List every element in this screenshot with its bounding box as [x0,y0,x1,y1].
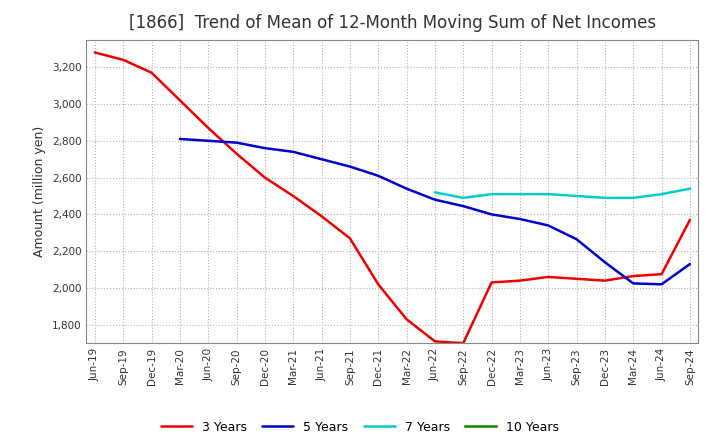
3 Years [459,341,467,346]
5 Years [374,173,382,178]
7 Years [629,195,637,201]
3 Years [289,193,297,198]
3 Years [516,278,524,283]
5 Years [346,164,354,169]
5 Years [318,157,326,162]
3 Years [487,280,496,285]
Title: [1866]  Trend of Mean of 12-Month Moving Sum of Net Incomes: [1866] Trend of Mean of 12-Month Moving … [129,15,656,33]
7 Years [600,195,609,201]
Y-axis label: Amount (million yen): Amount (million yen) [33,126,46,257]
Legend: 3 Years, 5 Years, 7 Years, 10 Years: 3 Years, 5 Years, 7 Years, 10 Years [156,416,564,439]
3 Years [346,236,354,241]
7 Years [431,190,439,195]
3 Years [119,57,127,62]
5 Years [261,146,269,151]
Line: 3 Years: 3 Years [95,52,690,343]
7 Years [487,191,496,197]
3 Years [91,50,99,55]
5 Years [233,140,241,145]
3 Years [657,271,666,277]
3 Years [629,273,637,279]
7 Years [685,186,694,191]
5 Years [289,149,297,154]
5 Years [459,203,467,209]
5 Years [629,281,637,286]
3 Years [572,276,581,282]
Line: 5 Years: 5 Years [180,139,690,284]
3 Years [148,70,156,75]
5 Years [685,261,694,267]
7 Years [459,195,467,201]
Line: 7 Years: 7 Years [435,189,690,198]
5 Years [487,212,496,217]
3 Years [685,217,694,223]
5 Years [572,237,581,242]
5 Years [600,260,609,265]
5 Years [431,197,439,202]
3 Years [261,175,269,180]
5 Years [544,223,552,228]
3 Years [600,278,609,283]
7 Years [544,191,552,197]
3 Years [204,125,212,131]
3 Years [402,317,411,322]
5 Years [204,138,212,143]
7 Years [516,191,524,197]
5 Years [176,136,184,142]
3 Years [318,213,326,219]
3 Years [544,274,552,279]
5 Years [402,186,411,191]
3 Years [233,151,241,156]
3 Years [431,339,439,344]
5 Years [516,216,524,222]
5 Years [657,282,666,287]
7 Years [572,193,581,198]
3 Years [374,282,382,287]
3 Years [176,98,184,103]
7 Years [657,191,666,197]
